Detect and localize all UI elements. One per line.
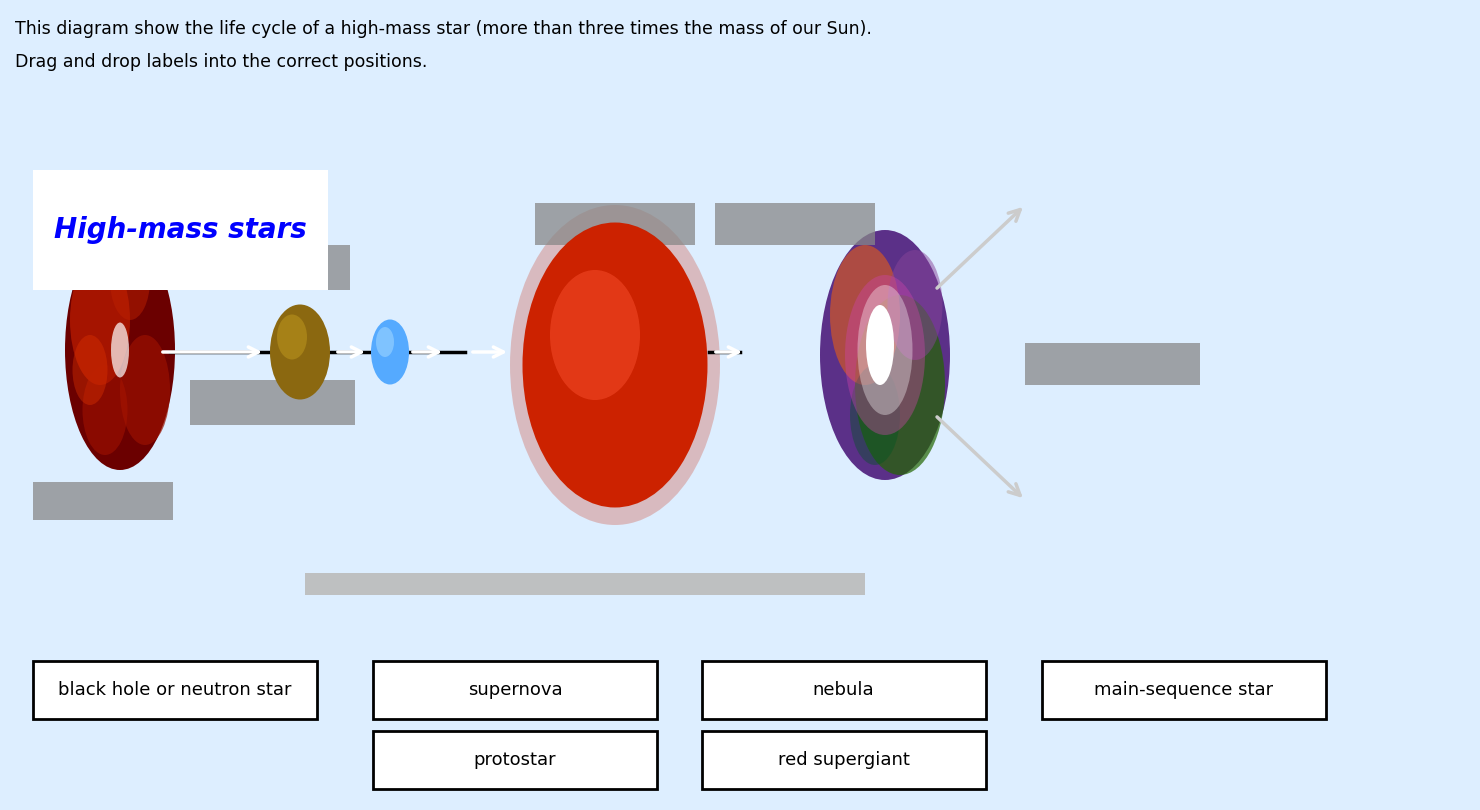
Ellipse shape — [845, 275, 925, 435]
Ellipse shape — [866, 305, 894, 385]
Bar — [1026, 343, 1200, 385]
Ellipse shape — [820, 230, 950, 480]
Bar — [33, 482, 173, 520]
Ellipse shape — [73, 335, 108, 405]
Bar — [534, 203, 696, 245]
Ellipse shape — [110, 240, 149, 320]
Ellipse shape — [888, 250, 943, 360]
Text: main-sequence star: main-sequence star — [1094, 681, 1274, 699]
Text: nebula: nebula — [813, 681, 875, 699]
Text: Drag and drop labels into the correct positions.: Drag and drop labels into the correct po… — [15, 53, 428, 70]
Ellipse shape — [277, 314, 306, 360]
Ellipse shape — [83, 365, 127, 455]
Bar — [305, 573, 864, 595]
Ellipse shape — [371, 319, 408, 385]
Ellipse shape — [850, 365, 900, 465]
Bar — [33, 170, 329, 290]
Text: This diagram show the life cycle of a high-mass star (more than three times the : This diagram show the life cycle of a hi… — [15, 20, 872, 38]
Ellipse shape — [830, 245, 900, 385]
Text: red supergiant: red supergiant — [777, 751, 910, 769]
Ellipse shape — [855, 295, 946, 475]
Ellipse shape — [511, 205, 719, 525]
Ellipse shape — [269, 305, 330, 399]
Bar — [185, 245, 349, 290]
Text: supernova: supernova — [468, 681, 562, 699]
Ellipse shape — [120, 335, 170, 445]
Text: protostar: protostar — [474, 751, 556, 769]
Bar — [189, 380, 355, 425]
Text: High-mass stars: High-mass stars — [53, 216, 306, 244]
Ellipse shape — [376, 327, 394, 357]
Ellipse shape — [70, 255, 130, 385]
Ellipse shape — [857, 285, 913, 415]
Ellipse shape — [65, 230, 175, 470]
Text: black hole or neutron star: black hole or neutron star — [58, 681, 292, 699]
Ellipse shape — [111, 322, 129, 377]
Ellipse shape — [551, 270, 639, 400]
Ellipse shape — [522, 223, 707, 508]
Bar — [715, 203, 875, 245]
